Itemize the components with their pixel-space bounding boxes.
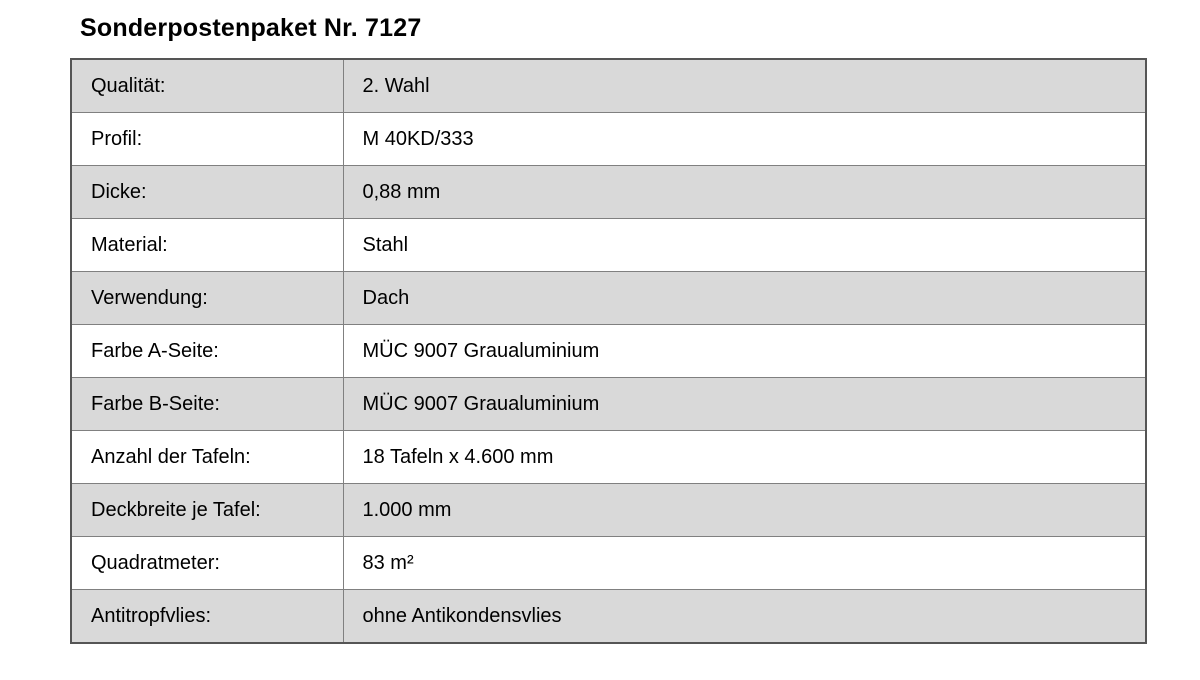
row-value: 83 m²: [342, 536, 1147, 590]
row-label: Quadratmeter:: [70, 536, 344, 590]
row-value: 1.000 mm: [342, 483, 1147, 537]
row-label: Deckbreite je Tafel:: [70, 483, 344, 537]
spec-table-body: Qualität: 2. Wahl Profil: M 40KD/333 Dic…: [70, 58, 1147, 644]
page-title: Sonderpostenpaket Nr. 7127: [80, 14, 422, 42]
row-value: 2. Wahl: [342, 58, 1147, 113]
table-row: Profil: M 40KD/333: [70, 112, 1147, 166]
row-label: Profil:: [70, 112, 344, 166]
spec-table: Qualität: 2. Wahl Profil: M 40KD/333 Dic…: [70, 58, 1147, 644]
row-value: 18 Tafeln x 4.600 mm: [342, 430, 1147, 484]
row-value: 0,88 mm: [342, 165, 1147, 219]
table-row: Verwendung: Dach: [70, 271, 1147, 325]
row-value: MÜC 9007 Graualuminium: [342, 324, 1147, 378]
row-label: Material:: [70, 218, 344, 272]
row-label: Farbe B-Seite:: [70, 377, 344, 431]
table-row: Quadratmeter: 83 m²: [70, 536, 1147, 590]
table-row: Farbe B-Seite: MÜC 9007 Graualuminium: [70, 377, 1147, 431]
table-row: Dicke: 0,88 mm: [70, 165, 1147, 219]
row-label: Verwendung:: [70, 271, 344, 325]
row-value: Dach: [342, 271, 1147, 325]
table-row: Anzahl der Tafeln: 18 Tafeln x 4.600 mm: [70, 430, 1147, 484]
row-value: ohne Antikondensvlies: [342, 589, 1147, 644]
row-label: Dicke:: [70, 165, 344, 219]
row-value: Stahl: [342, 218, 1147, 272]
row-label: Farbe A-Seite:: [70, 324, 344, 378]
table-row: Antitropfvlies: ohne Antikondensvlies: [70, 589, 1147, 644]
row-label: Qualität:: [70, 58, 344, 113]
row-value: M 40KD/333: [342, 112, 1147, 166]
table-row: Deckbreite je Tafel: 1.000 mm: [70, 483, 1147, 537]
table-row: Material: Stahl: [70, 218, 1147, 272]
row-label: Antitropfvlies:: [70, 589, 344, 644]
row-value: MÜC 9007 Graualuminium: [342, 377, 1147, 431]
table-row: Farbe A-Seite: MÜC 9007 Graualuminium: [70, 324, 1147, 378]
row-label: Anzahl der Tafeln:: [70, 430, 344, 484]
table-row: Qualität: 2. Wahl: [70, 58, 1147, 113]
